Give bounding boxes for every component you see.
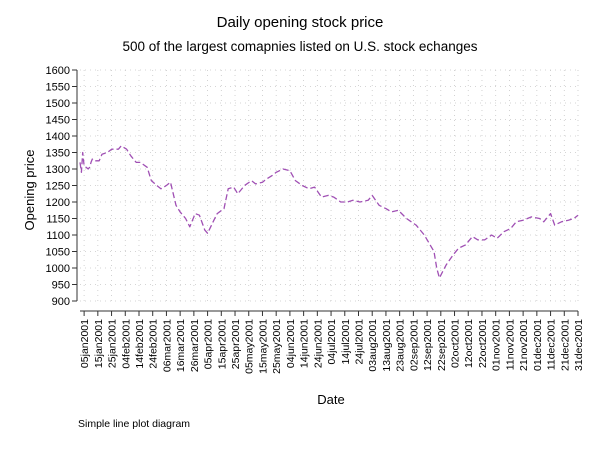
x-tick-label: 24feb2001: [148, 319, 160, 369]
y-tick-label: 1100: [46, 230, 70, 242]
x-tick-label: 21nov2001: [518, 319, 530, 371]
x-tick-label: 22sep2001: [436, 319, 448, 371]
x-tick-label: 12oct2001: [463, 319, 475, 368]
y-tick-label: 1200: [46, 197, 70, 209]
x-tick-label: 25jan2001: [107, 319, 119, 368]
x-tick-label: 25apr2001: [230, 319, 242, 369]
grid-layer: [80, 69, 579, 302]
x-axis-label: Date: [317, 392, 344, 407]
y-tick-label: 900: [52, 296, 70, 308]
x-tick-label: 04feb2001: [120, 319, 132, 369]
x-tick-label: 14jun2001: [299, 319, 311, 368]
x-tick-label: 16mar2001: [175, 319, 187, 372]
x-tick-label: 03aug2001: [367, 319, 379, 372]
x-tick-label: 05may2001: [244, 319, 256, 374]
x-tick-label: 01dec2001: [532, 319, 544, 371]
x-tick-label: 11dec2001: [546, 319, 558, 370]
x-tick-label: 23aug2001: [395, 319, 407, 372]
x-tick-label: 31dec2001: [573, 319, 585, 371]
x-tick-label: 24jun2001: [312, 319, 324, 368]
x-tick-label: 05apr2001: [203, 319, 215, 369]
x-tick-label: 22oct2001: [477, 319, 489, 368]
x-tick-label: 05jan2001: [79, 319, 91, 368]
y-tick-label: 1050: [46, 247, 70, 259]
x-tick-label: 11nov2001: [504, 319, 516, 370]
x-tick-label: 14jul2001: [340, 319, 352, 365]
axes-layer: 900 950 1000 1050 1100 1150 1200 1250 1300 1350 14…: [46, 65, 585, 374]
x-tick-label: 15apr2001: [216, 319, 228, 369]
x-tick-label: 25may2001: [271, 319, 283, 374]
y-tick-label: 1000: [46, 263, 70, 275]
x-tick-label: 04jul2001: [326, 319, 338, 365]
chart-note: Simple line plot diagram: [78, 418, 191, 430]
y-tick-label: 1600: [46, 65, 70, 77]
series-layer: [79, 145, 579, 279]
x-tick-label: 06mar2001: [161, 319, 173, 372]
y-tick-label: 1150: [46, 214, 70, 226]
y-tick-label: 950: [52, 280, 70, 292]
x-tick-label: 12sep2001: [422, 319, 434, 371]
y-tick-label: 1450: [46, 115, 70, 127]
chart-subtitle: 500 of the largest comapnies listed on U…: [122, 39, 478, 54]
y-tick-label: 1550: [46, 82, 70, 94]
y-tick-label: 1250: [46, 181, 70, 193]
x-tick-label: 02sep2001: [408, 319, 420, 371]
x-tick-label: 02oct2001: [450, 319, 462, 368]
series-line: [79, 145, 579, 279]
y-tick-label: 1300: [46, 164, 70, 176]
x-tick-label: 01nov2001: [491, 319, 503, 371]
x-tick-label: 13aug2001: [381, 319, 393, 372]
x-tick-label: 26mar2001: [189, 319, 201, 372]
x-tick-label: 21dec2001: [559, 319, 571, 371]
y-axis-label: Opening price: [22, 150, 37, 231]
x-tick-label: 14feb2001: [134, 319, 146, 369]
chart-title: Daily opening stock price: [216, 14, 384, 31]
x-tick-label: 04jun2001: [285, 319, 297, 368]
y-tick-label: 1400: [46, 131, 70, 143]
x-tick-label: 24jul2001: [353, 319, 365, 365]
y-tick-label: 1350: [46, 148, 70, 160]
x-tick-label: 15may2001: [257, 319, 269, 374]
x-tick-label: 15jan2001: [93, 319, 105, 368]
y-tick-label: 1500: [46, 98, 70, 110]
